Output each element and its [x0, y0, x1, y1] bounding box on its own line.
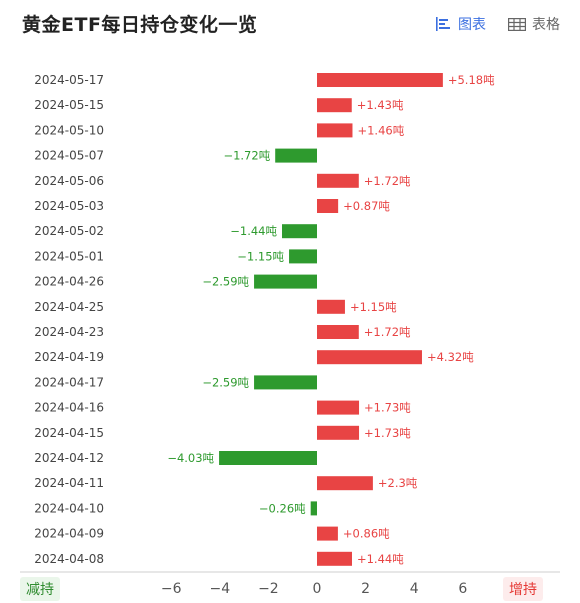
- bar: [317, 199, 339, 213]
- bar: [254, 274, 317, 289]
- tab-table[interactable]: 表格: [508, 14, 560, 34]
- data-label: +0.86吨: [343, 527, 390, 541]
- bar: [317, 476, 373, 491]
- bar-chart-icon: [436, 17, 452, 31]
- data-label: +4.32吨: [427, 350, 474, 364]
- bar: [317, 173, 359, 188]
- data-label: +1.43吨: [357, 98, 404, 112]
- category-label: 2024-04-26: [34, 275, 104, 289]
- data-label: +1.46吨: [357, 123, 404, 137]
- category-label: 2024-05-01: [34, 249, 104, 263]
- category-label: 2024-04-23: [34, 325, 104, 339]
- bar: [317, 526, 338, 541]
- increase-label: 增持: [503, 577, 543, 601]
- view-tabs: 图表 表格: [436, 14, 560, 34]
- data-label: +1.73吨: [364, 401, 411, 415]
- category-label: 2024-05-15: [34, 98, 104, 112]
- category-label: 2024-04-19: [34, 350, 104, 364]
- data-label: +0.87吨: [343, 199, 390, 213]
- category-label: 2024-04-16: [34, 401, 104, 415]
- data-label: +5.18吨: [448, 73, 495, 87]
- category-label: 2024-05-10: [34, 123, 104, 137]
- bar: [317, 400, 360, 415]
- data-label: +1.15吨: [350, 300, 397, 314]
- bar: [317, 123, 353, 138]
- category-label: 2024-04-25: [34, 300, 104, 314]
- data-label: −2.59吨: [202, 275, 249, 289]
- bar: [317, 299, 345, 314]
- bar: [310, 501, 317, 516]
- bar: [219, 451, 317, 465]
- x-tick-label: 4: [410, 581, 419, 597]
- bar: [317, 73, 443, 87]
- category-label: 2024-04-17: [34, 375, 104, 389]
- x-tick-label: 2: [361, 581, 370, 597]
- data-label: −1.44吨: [230, 224, 277, 238]
- tab-chart-label: 图表: [458, 17, 486, 33]
- category-label: 2024-05-02: [34, 224, 104, 238]
- bar: [282, 224, 317, 239]
- x-tick-label: −4: [209, 581, 230, 597]
- bar: [254, 375, 317, 390]
- x-tick-label: 6: [458, 581, 467, 597]
- category-label: 2024-05-03: [34, 199, 104, 213]
- data-label: −2.59吨: [202, 375, 249, 389]
- bar: [289, 249, 317, 264]
- data-label: −1.15吨: [237, 249, 284, 263]
- table-icon: [508, 17, 526, 31]
- data-label: +1.72吨: [364, 325, 411, 339]
- data-label: +2.3吨: [378, 476, 418, 490]
- bar: [317, 325, 359, 339]
- chart-title: 黄金ETF每日持仓变化一览: [22, 14, 258, 36]
- x-tick-label: 0: [313, 581, 322, 597]
- category-label: 2024-05-07: [34, 149, 104, 163]
- x-tick-label: −2: [258, 581, 279, 597]
- data-label: +1.72吨: [364, 174, 411, 188]
- data-label: −1.72吨: [223, 149, 270, 163]
- category-label: 2024-04-10: [34, 501, 104, 515]
- tab-table-label: 表格: [532, 17, 560, 33]
- bar: [317, 98, 352, 113]
- decrease-label: 减持: [20, 577, 60, 601]
- data-label: −0.26吨: [259, 501, 306, 515]
- category-label: 2024-04-15: [34, 426, 104, 440]
- category-label: 2024-04-11: [34, 476, 104, 490]
- data-label: +1.73吨: [364, 426, 411, 440]
- tab-chart[interactable]: 图表: [436, 14, 486, 34]
- category-label: 2024-04-09: [34, 527, 104, 541]
- bar: [317, 551, 352, 566]
- bar: [275, 148, 317, 163]
- data-label: +1.44吨: [357, 552, 404, 566]
- category-label: 2024-05-06: [34, 174, 104, 188]
- x-tick-label: −6: [161, 581, 182, 597]
- category-label: 2024-04-08: [34, 552, 104, 566]
- category-label: 2024-04-12: [34, 451, 104, 465]
- data-label: −4.03吨: [167, 451, 214, 465]
- category-label: 2024-05-17: [34, 73, 104, 87]
- bar: [317, 350, 422, 365]
- bar: [317, 425, 360, 440]
